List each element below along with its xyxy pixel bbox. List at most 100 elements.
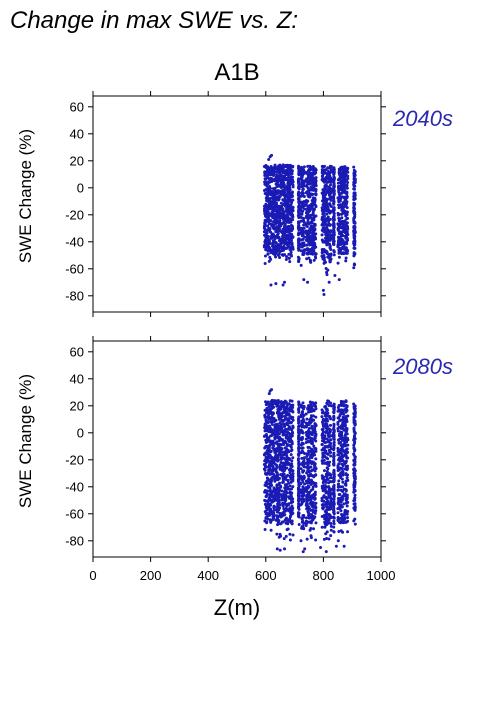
data-point (276, 427, 280, 431)
data-point (310, 460, 314, 464)
data-point (332, 418, 336, 422)
data-point (263, 426, 267, 430)
data-point (263, 245, 267, 249)
data-point (342, 513, 346, 517)
data-point (306, 494, 310, 498)
data-point (327, 472, 331, 476)
data-point (306, 229, 310, 233)
data-point (299, 467, 303, 471)
data-point (302, 476, 306, 480)
data-point (332, 410, 336, 414)
data-point (290, 487, 294, 491)
data-point (337, 236, 341, 240)
data-point (290, 462, 294, 466)
data-point (301, 252, 305, 256)
data-point (336, 450, 340, 454)
data-point (289, 494, 293, 498)
data-point (308, 507, 312, 511)
data-point (280, 489, 284, 493)
data-point (310, 220, 314, 224)
data-point (264, 461, 268, 465)
data-point (266, 421, 270, 425)
data-point (274, 241, 278, 245)
data-point (269, 503, 273, 507)
data-point (297, 511, 301, 515)
data-point (328, 243, 332, 247)
data-point (328, 203, 332, 207)
data-point (325, 212, 329, 216)
data-point (302, 216, 306, 220)
x-tick-label: 200 (140, 568, 162, 583)
data-point (337, 441, 341, 445)
data-point (352, 402, 356, 406)
data-point (269, 439, 273, 443)
data-point (353, 496, 357, 500)
data-point (263, 528, 267, 532)
data-point (352, 519, 356, 523)
data-point (311, 213, 315, 217)
data-point (332, 436, 336, 440)
data-point (341, 181, 345, 185)
data-point (265, 411, 269, 415)
data-point (342, 208, 346, 212)
data-point (300, 497, 304, 501)
data-point (305, 454, 309, 458)
data-point (282, 468, 286, 472)
data-point (323, 168, 327, 172)
data-point (287, 171, 291, 175)
data-point (299, 474, 303, 478)
data-point (342, 165, 346, 169)
data-point (352, 262, 356, 266)
data-point (332, 525, 336, 529)
x-tick-label: 0 (89, 568, 96, 583)
data-point (329, 534, 333, 538)
data-point (302, 170, 306, 174)
data-point (264, 444, 268, 448)
data-point (262, 453, 266, 457)
plot-frame (92, 95, 382, 313)
data-point (269, 427, 273, 431)
data-point (320, 251, 324, 255)
data-point (305, 243, 309, 247)
data-point (343, 520, 347, 524)
data-point (332, 200, 336, 204)
data-point (346, 530, 350, 534)
data-point (311, 449, 315, 453)
data-point (304, 412, 308, 416)
data-point (352, 195, 356, 199)
data-point (266, 401, 270, 405)
data-point (336, 511, 340, 515)
data-point (345, 229, 349, 233)
data-point (263, 238, 267, 242)
data-point (299, 238, 303, 242)
data-point (332, 224, 336, 228)
data-point (273, 199, 277, 203)
data-point (308, 528, 312, 532)
data-point (276, 523, 280, 527)
data-point (287, 225, 291, 229)
data-point (325, 476, 329, 480)
data-point (288, 247, 292, 251)
data-point (344, 432, 348, 436)
data-point (325, 414, 329, 418)
data-point (275, 547, 279, 551)
data-point (275, 203, 279, 207)
data-point (304, 179, 308, 183)
data-point (286, 519, 290, 523)
data-point (332, 510, 336, 514)
data-point (300, 449, 304, 453)
data-point (278, 548, 282, 552)
data-point (332, 440, 336, 444)
data-point (339, 426, 343, 430)
data-point (275, 176, 279, 180)
x-axis-label: Z(m) (214, 595, 260, 620)
data-point (301, 550, 305, 554)
data-point (269, 283, 273, 287)
data-point (324, 202, 328, 206)
data-point (337, 203, 341, 207)
data-point (265, 489, 269, 493)
data-point (288, 538, 292, 542)
data-point (299, 539, 303, 543)
data-point (328, 428, 332, 432)
